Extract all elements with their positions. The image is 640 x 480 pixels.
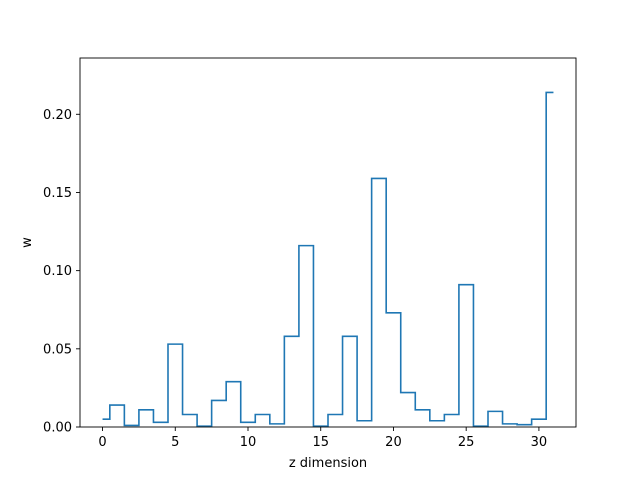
y-tick-label: 0.15: [43, 186, 72, 201]
y-tick-label: 0.00: [43, 421, 72, 436]
series-line-0: [102, 91, 554, 428]
y-tick-label: 0.10: [43, 264, 72, 279]
y-tick-label: 0.20: [43, 108, 72, 123]
axes: 0 5 10 15 20 25 30 0.00 0.05 0.10 0.15 0.20: [43, 57, 577, 450]
x-tick-label: 25: [458, 435, 475, 450]
y-axis-label: w: [20, 237, 35, 248]
plot-area: [102, 91, 554, 428]
axes-frame: [79, 57, 577, 428]
x-tick-label: 15: [312, 435, 329, 450]
y-tick-label: 0.05: [43, 342, 72, 357]
x-tick-label: 10: [240, 435, 257, 450]
x-tick-label: 5: [171, 435, 179, 450]
x-tick-label: 20: [385, 435, 402, 450]
x-tick-label: 0: [98, 435, 106, 450]
x-tick-label: 30: [531, 435, 548, 450]
x-axis-label: z dimension: [289, 456, 367, 471]
